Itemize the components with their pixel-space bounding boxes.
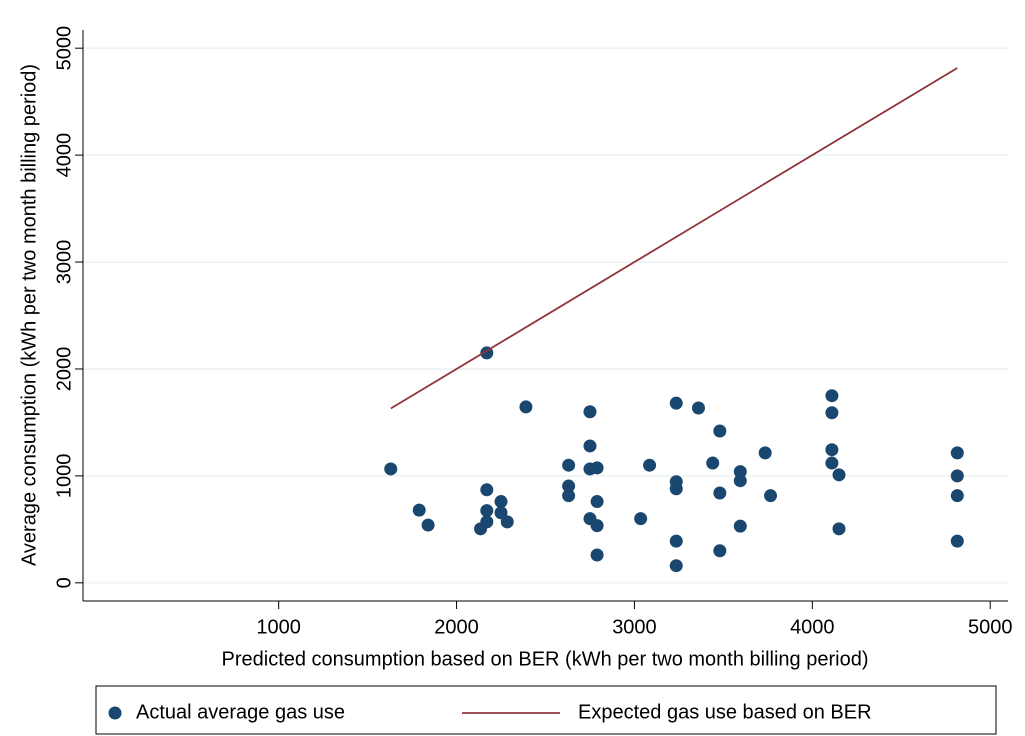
point xyxy=(634,512,648,526)
point xyxy=(500,515,514,529)
point xyxy=(562,489,576,503)
x-tick-label: 5000 xyxy=(968,616,1013,638)
point xyxy=(950,469,964,483)
y-tick-label: 1000 xyxy=(53,454,75,499)
point xyxy=(825,389,839,403)
point xyxy=(384,462,398,476)
y-axis-title: Average consumption (kWh per two month b… xyxy=(18,64,40,566)
point xyxy=(480,504,494,518)
point xyxy=(733,465,747,479)
y-tick-label: 2000 xyxy=(53,347,75,392)
y-tick-label: 0 xyxy=(53,577,75,588)
point xyxy=(950,534,964,548)
point xyxy=(691,401,705,415)
point xyxy=(643,458,657,472)
point xyxy=(733,519,747,533)
point xyxy=(733,474,747,488)
y-tick-label: 3000 xyxy=(53,240,75,285)
point xyxy=(590,519,604,533)
point xyxy=(669,482,683,496)
point xyxy=(713,544,727,558)
point xyxy=(583,439,597,453)
point xyxy=(950,489,964,503)
fit-line xyxy=(390,67,958,410)
point xyxy=(562,479,576,493)
legend-label: Actual average gas use xyxy=(136,701,345,723)
point xyxy=(590,495,604,509)
point xyxy=(590,548,604,562)
point xyxy=(480,483,494,497)
point xyxy=(758,446,772,460)
x-tick-label: 4000 xyxy=(790,616,835,638)
point xyxy=(412,503,426,517)
point xyxy=(832,468,846,482)
point xyxy=(713,486,727,500)
point xyxy=(421,518,435,532)
x-tick-label: 2000 xyxy=(434,616,479,638)
point xyxy=(669,396,683,410)
point xyxy=(825,406,839,420)
point xyxy=(480,515,494,529)
x-tick-label: 1000 xyxy=(256,616,301,638)
x-tick-label: 3000 xyxy=(612,616,657,638)
y-tick-label: 4000 xyxy=(53,133,75,178)
y-tick-label: 5000 xyxy=(53,26,75,71)
point xyxy=(494,495,508,509)
point xyxy=(832,522,846,536)
point xyxy=(669,534,683,548)
point xyxy=(519,400,533,414)
point xyxy=(590,461,604,475)
point xyxy=(764,489,778,503)
legend-marker xyxy=(108,706,122,720)
legend-label: Expected gas use based on BER xyxy=(578,701,872,723)
x-axis-title: Predicted consumption based on BER (kWh … xyxy=(222,648,869,670)
point xyxy=(583,405,597,419)
point xyxy=(825,456,839,470)
point xyxy=(713,424,727,438)
point xyxy=(950,446,964,460)
point xyxy=(494,506,508,520)
legend-box xyxy=(95,685,997,735)
point xyxy=(706,456,720,470)
point xyxy=(669,559,683,573)
point xyxy=(825,443,839,457)
point xyxy=(562,458,576,472)
